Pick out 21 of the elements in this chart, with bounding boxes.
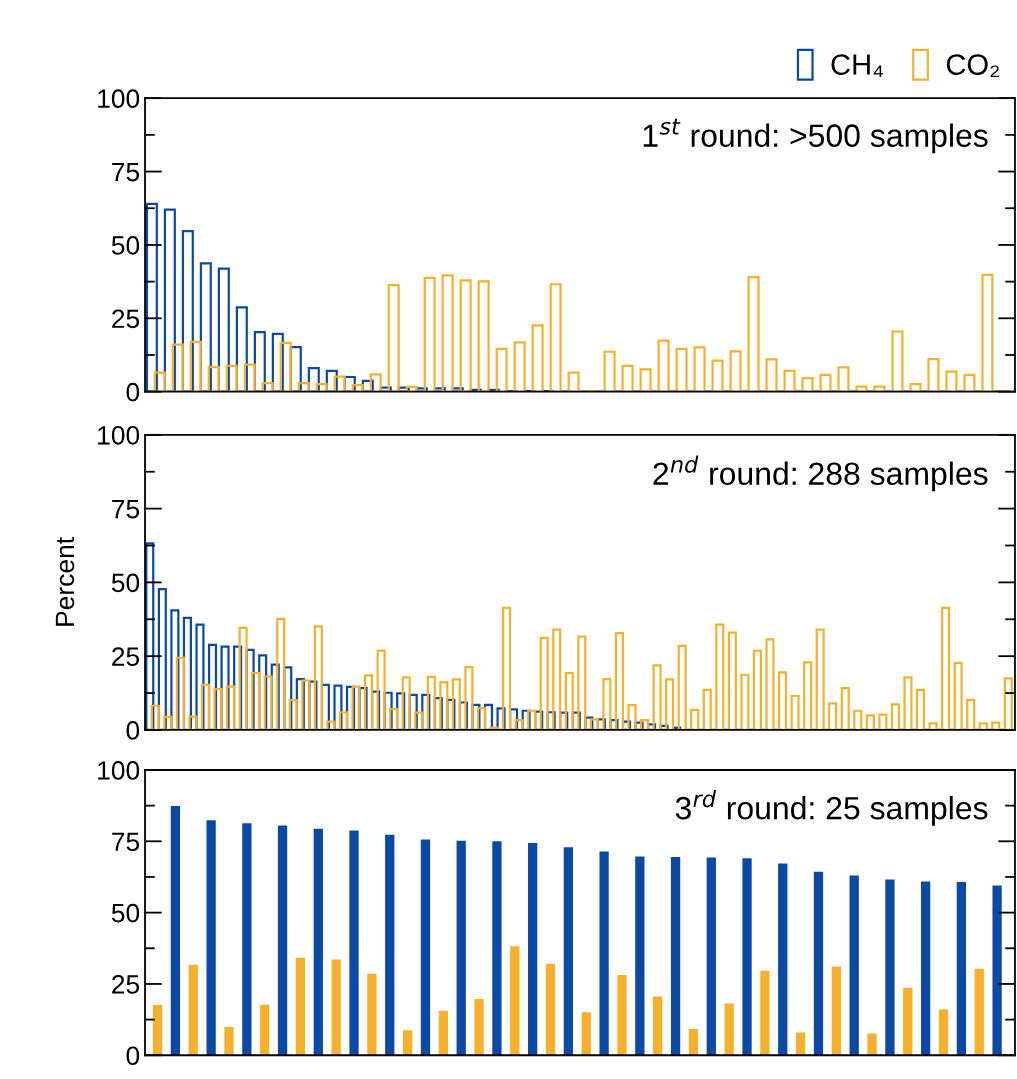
legend-label: CO₂	[946, 54, 999, 78]
y-tick-label: 0	[126, 721, 140, 740]
text: 3$^{rd}$ round: 25 samples	[675, 789, 988, 826]
y-tick-label: 25	[112, 309, 140, 329]
y-tick-label: 100	[98, 89, 140, 109]
legend-label: CH₄	[831, 54, 883, 78]
y-tick-label: 25	[112, 975, 140, 994]
y-tick-label: 100	[98, 425, 140, 445]
y-tick-label: 75	[112, 832, 140, 852]
y-tick-label: 75	[112, 162, 140, 182]
y-tick-label: 100	[98, 761, 140, 780]
y-tick-label: 75	[112, 500, 140, 519]
y-tick-label: 50	[111, 573, 140, 593]
y-tick-label: 0	[126, 1046, 140, 1066]
y-tick-label: 50	[111, 903, 140, 923]
y-tick-label: 0	[126, 382, 140, 402]
text: 1$^{st}$ round: >500 samples	[643, 118, 988, 154]
text: 2$^{nd}$ round: 288 samples	[653, 455, 988, 492]
y-tick-label: 25	[112, 647, 140, 666]
y-tick-label: 50	[111, 236, 140, 255]
y-axis-title: Percent	[55, 537, 75, 626]
